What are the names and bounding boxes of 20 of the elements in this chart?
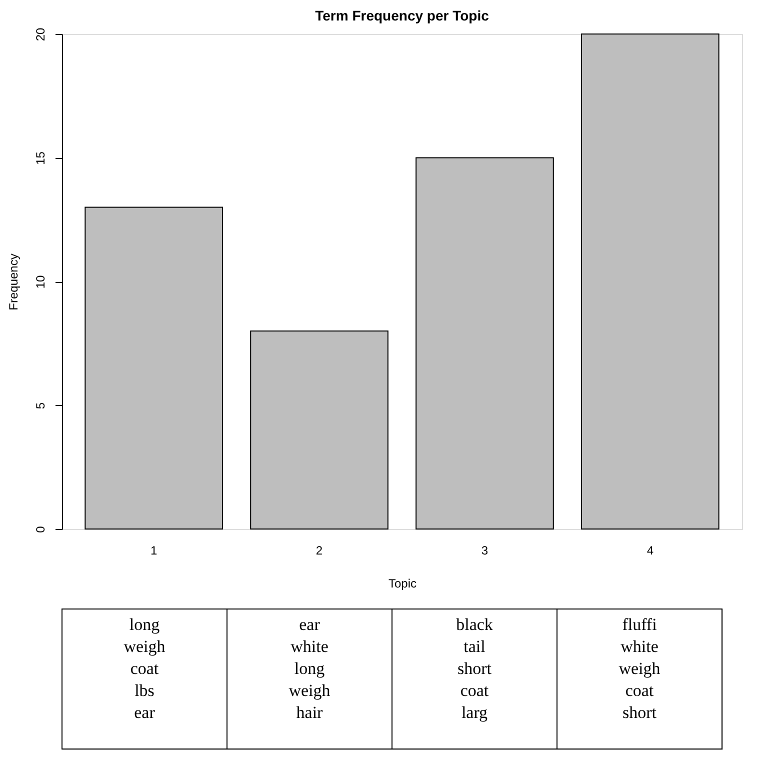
chart-title: Term Frequency per Topic [315, 7, 490, 24]
y-tick-label: 15 [34, 151, 48, 165]
bar [84, 206, 223, 530]
text: fluffi white weigh coat short [618, 615, 661, 722]
x-tick-label: 2 [316, 544, 323, 558]
bar [416, 157, 554, 530]
x-tick-label: 1 [150, 544, 158, 558]
y-tick-label: 20 [34, 28, 48, 42]
y-axis-title: Frequency [6, 254, 20, 310]
x-axis-title: Topic [388, 576, 417, 590]
y-tick-label: 0 [34, 526, 48, 533]
y-tick-label: 10 [34, 275, 48, 289]
text: ear white long weigh hair [288, 615, 331, 722]
bar [250, 330, 388, 530]
x-tick-label: 4 [646, 544, 654, 558]
text: black tail short coat larg [456, 615, 494, 722]
y-tick-label: 5 [34, 402, 48, 410]
text: long weigh coat lbs ear [124, 615, 166, 722]
bar [581, 34, 720, 530]
x-tick-label: 3 [481, 544, 488, 558]
